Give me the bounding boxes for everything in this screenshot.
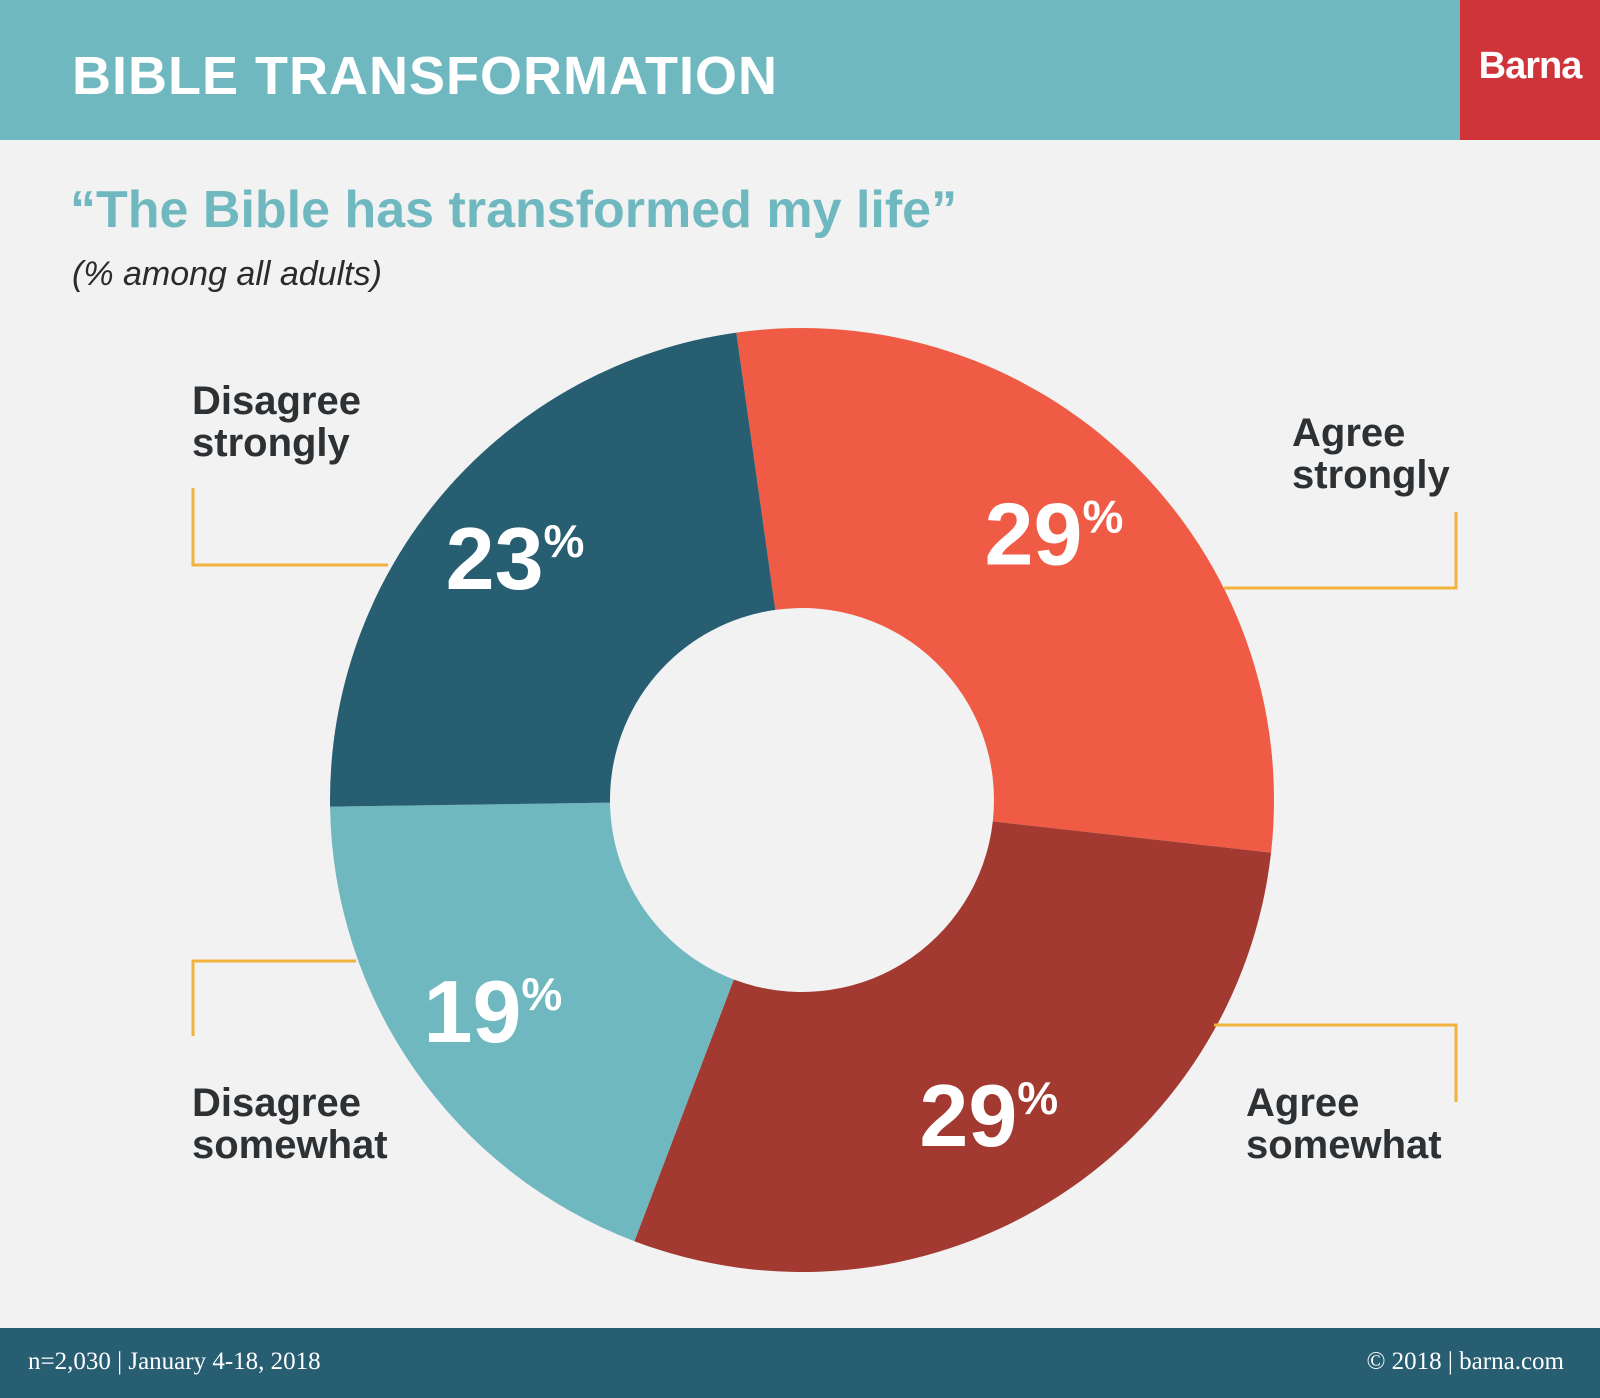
leader-line-disagree-somewhat [191,959,356,1036]
label-agree-strongly-line2: strongly [1292,453,1450,497]
footer-copyright: © 2018 | barna.com [1366,1348,1564,1375]
slice-disagree-somewhat [330,802,734,1242]
label-disagree-strongly-line2: strongly [192,421,350,465]
leader-line-agree-strongly [1224,512,1458,590]
chart-subtitle: (% among all adults) [72,255,382,293]
leader-line-agree-somewhat [1214,1023,1458,1102]
label-disagree-strongly-line1: Disagree [192,379,361,423]
label-disagree-somewhat-line2: somewhat [192,1123,388,1167]
value-label-disagree-somewhat: 19% [424,962,563,1061]
slice-value-labels: 29% 29% 19% 23% [424,485,1124,1165]
chart-title: “The Bible has transformed my life” [70,181,958,239]
label-agree-somewhat-line1: Agree [1246,1081,1360,1125]
leader-line-disagree-strongly [191,488,388,567]
brand-logo-text: Barna [1478,45,1583,87]
label-agree-strongly-line1: Agree [1292,411,1406,455]
value-label-agree-somewhat: 29% [919,1066,1058,1165]
label-disagree-somewhat-line1: Disagree [192,1081,361,1125]
label-disagree-somewhat: Disagree somewhat [192,1082,388,1166]
slice-disagree-strongly [330,332,776,807]
label-disagree-strongly: Disagree strongly [192,380,361,464]
label-agree-somewhat: Agree somewhat [1246,1082,1442,1166]
value-label-agree-strongly: 29% [985,485,1124,584]
header-bar: BIBLE TRANSFORMATION Barna [0,0,1600,140]
label-agree-strongly: Agree strongly [1292,412,1450,496]
slice-agree-somewhat [634,821,1272,1272]
value-label-disagree-strongly: 23% [446,509,585,608]
footer-sample-info: n=2,030 | January 4-18, 2018 [28,1348,321,1375]
footer-bar: n=2,030 | January 4-18, 2018 © 2018 | ba… [0,1328,1600,1398]
brand-logo: Barna [1460,0,1600,140]
donut-slices [330,328,1274,1272]
page-title: BIBLE TRANSFORMATION [72,46,778,106]
label-agree-somewhat-line2: somewhat [1246,1123,1442,1167]
leader-lines [191,488,1458,1102]
slice-agree-strongly [736,328,1274,853]
